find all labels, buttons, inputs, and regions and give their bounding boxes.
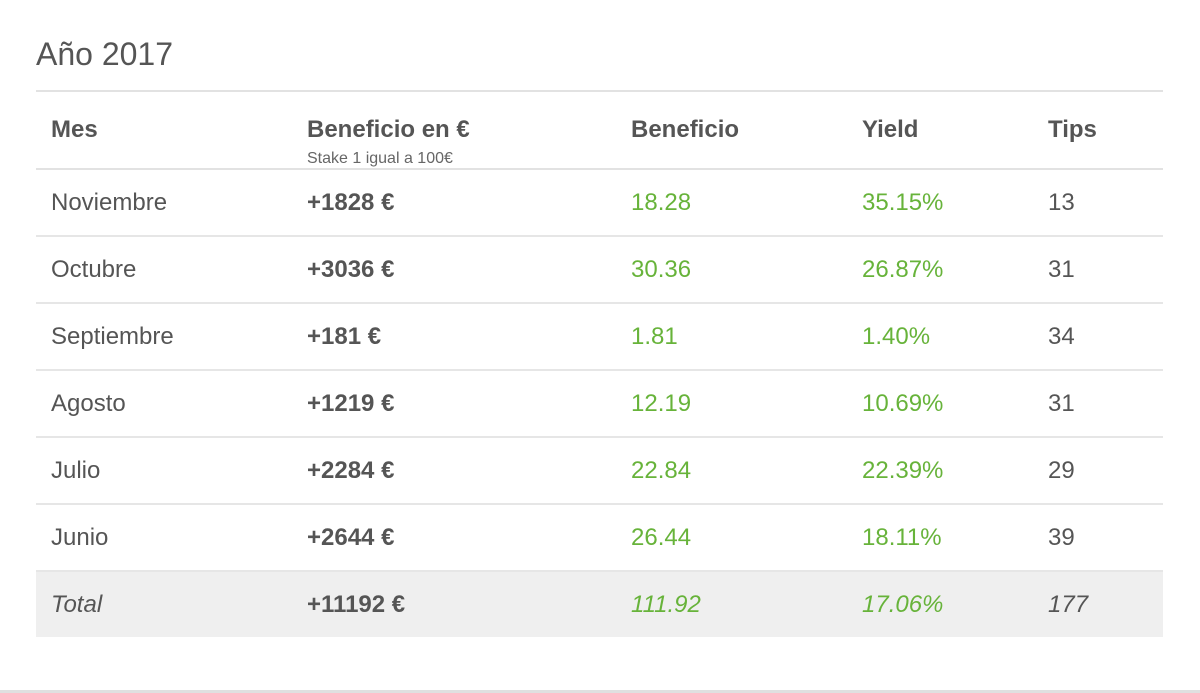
cell-profit-eur: +2284 € (307, 456, 395, 484)
table-row: Noviembre +1828 € 18.28 35.15% 13 (36, 169, 1163, 236)
cell-profit-eur: +1219 € (307, 389, 395, 417)
header-profit-label: Beneficio (631, 116, 740, 143)
results-table: Mes Beneficio en € Stake 1 igual a 100€ … (36, 90, 1163, 637)
cell-tips: 29 (1048, 456, 1075, 484)
cell-profit: 26.44 (631, 523, 692, 551)
table-row: Junio +2644 € 26.44 18.11% 39 (36, 504, 1163, 571)
cell-profit: 1.81 (631, 322, 678, 350)
cell-month: Noviembre (51, 188, 168, 216)
cell-profit: 22.84 (631, 456, 692, 484)
header-tips-label: Tips (1048, 116, 1097, 143)
table-header: Mes Beneficio en € Stake 1 igual a 100€ … (36, 91, 1163, 169)
cell-profit-eur: +3036 € (307, 255, 395, 283)
cell-yield: 18.11% (862, 523, 942, 551)
header-month-label: Mes (51, 116, 98, 143)
total-label: Total (51, 590, 103, 618)
header-stake-note: Stake 1 igual a 100€ (307, 150, 453, 167)
table-footer: Total +11192 € 111.92 17.06% 177 (36, 571, 1163, 637)
table-row: Julio +2284 € 22.84 22.39% 29 (36, 437, 1163, 504)
cell-tips: 31 (1048, 255, 1075, 283)
cell-month: Junio (51, 523, 109, 551)
header-yield-label: Yield (862, 116, 919, 143)
header-profit: Beneficio (616, 91, 847, 169)
cell-yield: 26.87% (862, 255, 944, 283)
cell-month: Octubre (51, 255, 137, 283)
cell-profit-eur: +1828 € (307, 188, 395, 216)
header-row: Mes Beneficio en € Stake 1 igual a 100€ … (36, 91, 1163, 169)
cell-yield: 1.40% (862, 322, 931, 350)
cell-month: Agosto (51, 389, 126, 417)
cell-profit: 30.36 (631, 255, 692, 283)
cell-profit: 18.28 (631, 188, 692, 216)
cell-yield: 35.15% (862, 188, 944, 216)
bottom-divider (0, 690, 1200, 693)
total-tips: 177 (1048, 590, 1089, 618)
total-yield: 17.06% (862, 590, 944, 618)
total-profit: 111.92 (631, 590, 701, 618)
cell-yield: 10.69% (862, 389, 944, 417)
cell-tips: 13 (1048, 188, 1075, 216)
header-profit-eur-label: Beneficio en € (307, 116, 470, 143)
header-profit-eur: Beneficio en € Stake 1 igual a 100€ (292, 91, 616, 169)
header-tips: Tips (1033, 91, 1163, 169)
cell-month: Septiembre (51, 322, 174, 350)
cell-profit: 12.19 (631, 389, 692, 417)
section-title: Año 2017 (36, 36, 174, 72)
table-body: Noviembre +1828 € 18.28 35.15% 13 Octubr… (36, 169, 1163, 571)
cell-tips: 31 (1048, 389, 1075, 417)
cell-yield: 22.39% (862, 456, 944, 484)
table-row: Septiembre +181 € 1.81 1.40% 34 (36, 303, 1163, 370)
total-profit-eur: +11192 € (307, 590, 406, 618)
total-row: Total +11192 € 111.92 17.06% 177 (36, 571, 1163, 637)
header-yield: Yield (847, 91, 1033, 169)
cell-month: Julio (51, 456, 101, 484)
cell-tips: 34 (1048, 322, 1075, 350)
header-month: Mes (36, 91, 292, 169)
cell-profit-eur: +2644 € (307, 523, 395, 551)
cut-off-previous-content (0, 0, 1200, 6)
table-row: Agosto +1219 € 12.19 10.69% 31 (36, 370, 1163, 437)
cell-tips: 39 (1048, 523, 1075, 551)
cell-profit-eur: +181 € (307, 322, 382, 350)
table-row: Octubre +3036 € 30.36 26.87% 31 (36, 236, 1163, 303)
